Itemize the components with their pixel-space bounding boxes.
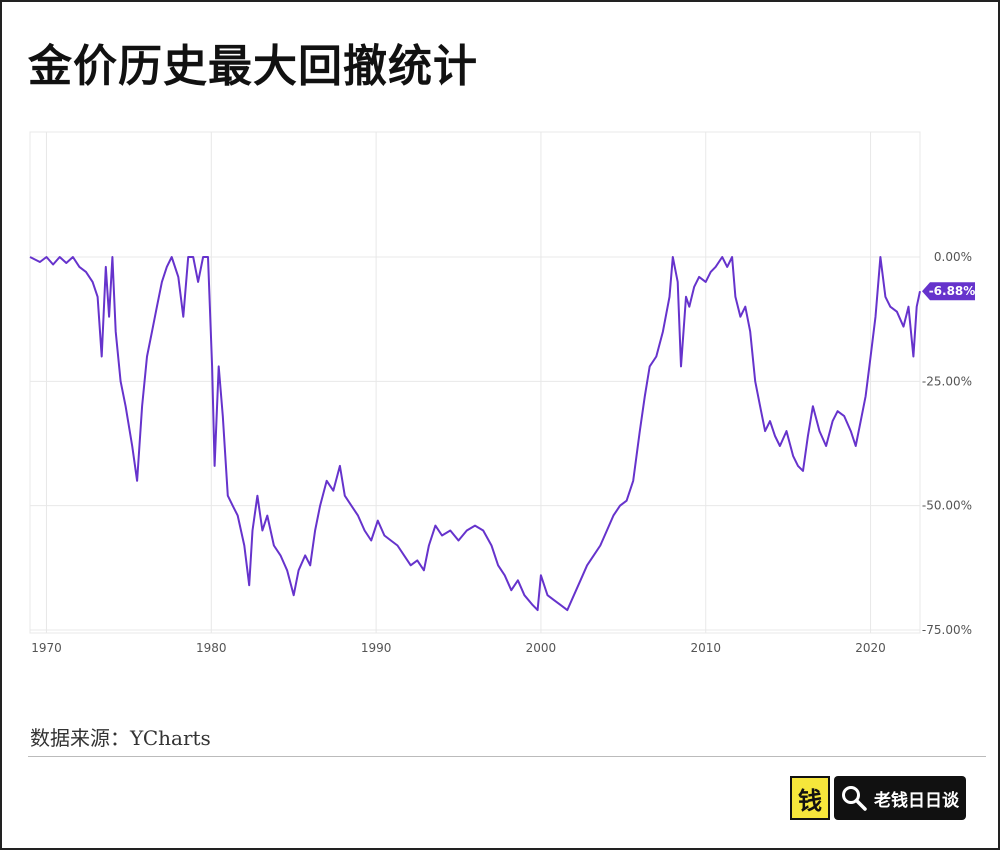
brand-name: 老钱日日谈 [874, 790, 959, 811]
y-tick-label: 0.00% [934, 250, 972, 264]
page-title: 金价历史最大回撤统计 [28, 41, 478, 92]
brand-logo-icon: 钱 [790, 776, 830, 820]
x-tick-label: 2000 [526, 641, 557, 655]
x-tick-label: 1980 [196, 641, 227, 655]
x-axis: 1970 1980 1990 2000 2010 2020 [31, 641, 886, 655]
x-tick-label: 2010 [690, 641, 721, 655]
y-tick-label: -75.00% [922, 623, 972, 637]
brand-badge: 老钱日日谈 [834, 776, 966, 820]
data-source-note: 数据来源：YCharts [30, 726, 211, 750]
y-tick-label: -50.00% [922, 499, 972, 513]
last-value-badge [922, 282, 975, 301]
series-line-0 [29, 256, 921, 612]
last-value-marker-group: -6.88% [922, 282, 976, 301]
grid-layer [29, 131, 921, 634]
plot-area [29, 131, 921, 634]
brand-logo-char: 钱 [798, 786, 822, 815]
x-tick-label: 1970 [31, 641, 62, 655]
y-tick-label: -25.00% [922, 374, 972, 388]
y-axis: 0.00% -25.00% -50.00% -75.00% [922, 250, 972, 637]
drawdown-line-chart: 0.00% -25.00% -50.00% -75.00% 1970 1980 1990 2… [29, 131, 976, 655]
series-layer [29, 256, 921, 612]
x-tick-label: 1990 [361, 641, 392, 655]
x-tick-label: 2020 [855, 641, 886, 655]
last-value-label: -6.88% [929, 284, 976, 298]
footer-divider [28, 756, 986, 757]
magnifier-icon [842, 786, 867, 811]
